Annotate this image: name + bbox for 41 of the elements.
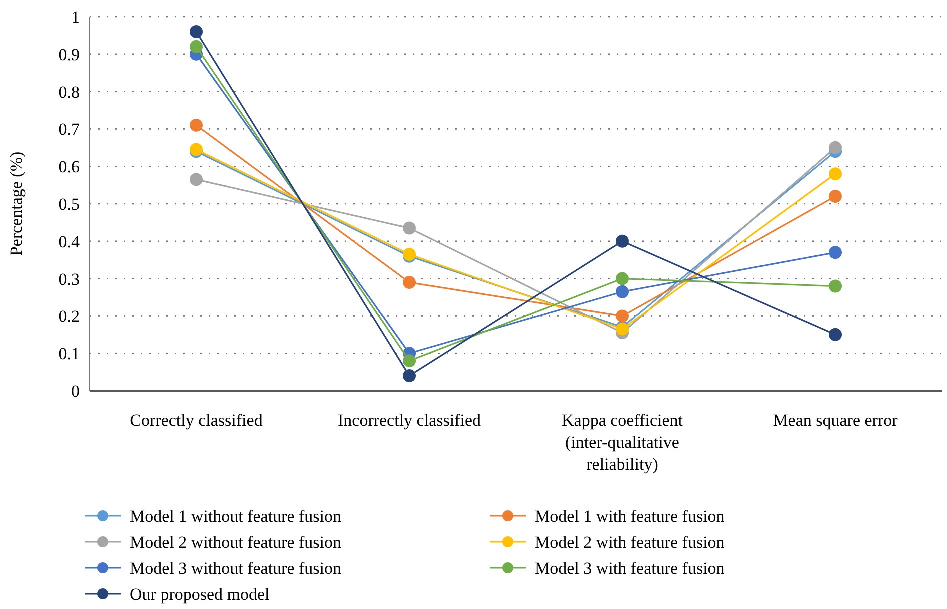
point <box>829 328 842 342</box>
y-axis-title: Percentage (%) <box>7 152 26 256</box>
y-tick-label: 0.3 <box>58 270 80 289</box>
point <box>829 168 842 181</box>
y-tick-label: 0.7 <box>58 120 80 140</box>
y-tick-label: 0 <box>72 382 80 401</box>
x-tick-label: Incorrectly classified <box>338 411 482 430</box>
point <box>829 141 842 154</box>
point <box>616 234 629 248</box>
legend-label: Model 2 with feature fusion <box>535 532 726 552</box>
point <box>403 222 416 235</box>
y-tick-label: 0.9 <box>58 45 80 64</box>
point <box>829 280 842 293</box>
legend-label: Model 1 without feature fusion <box>130 506 342 526</box>
point <box>190 173 203 186</box>
point <box>190 118 203 132</box>
point <box>403 354 416 368</box>
point <box>190 40 203 54</box>
x-tick-label: Correctly classified <box>130 411 264 430</box>
y-tick-label: 0.5 <box>58 194 80 214</box>
legend-label: Model 3 with feature fusion <box>535 558 726 578</box>
point <box>403 370 416 383</box>
point <box>616 310 629 323</box>
legend-label: Our proposed model <box>130 584 270 604</box>
y-tick-label: 1 <box>72 8 80 27</box>
y-tick-label: 0.2 <box>58 307 80 326</box>
y-tick-label: 0.4 <box>58 232 80 252</box>
point <box>403 276 416 290</box>
point <box>190 25 203 38</box>
legend-label: Model 3 without feature fusion <box>130 558 342 578</box>
point <box>829 190 842 204</box>
point <box>616 285 629 298</box>
y-tick-label: 0.8 <box>58 82 80 102</box>
x-tick-label: Kappa coefficient (inter-qualitative reliability) <box>562 411 684 474</box>
y-tick-label: 0.6 <box>58 158 80 177</box>
y-tick-label: 0.1 <box>58 344 80 364</box>
point <box>616 272 629 286</box>
legend-label: Model 2 without feature fusion <box>130 532 342 552</box>
legend-label: Model 1 with feature fusion <box>535 506 726 526</box>
point <box>829 246 842 260</box>
x-tick-label: Mean square error <box>773 411 898 430</box>
